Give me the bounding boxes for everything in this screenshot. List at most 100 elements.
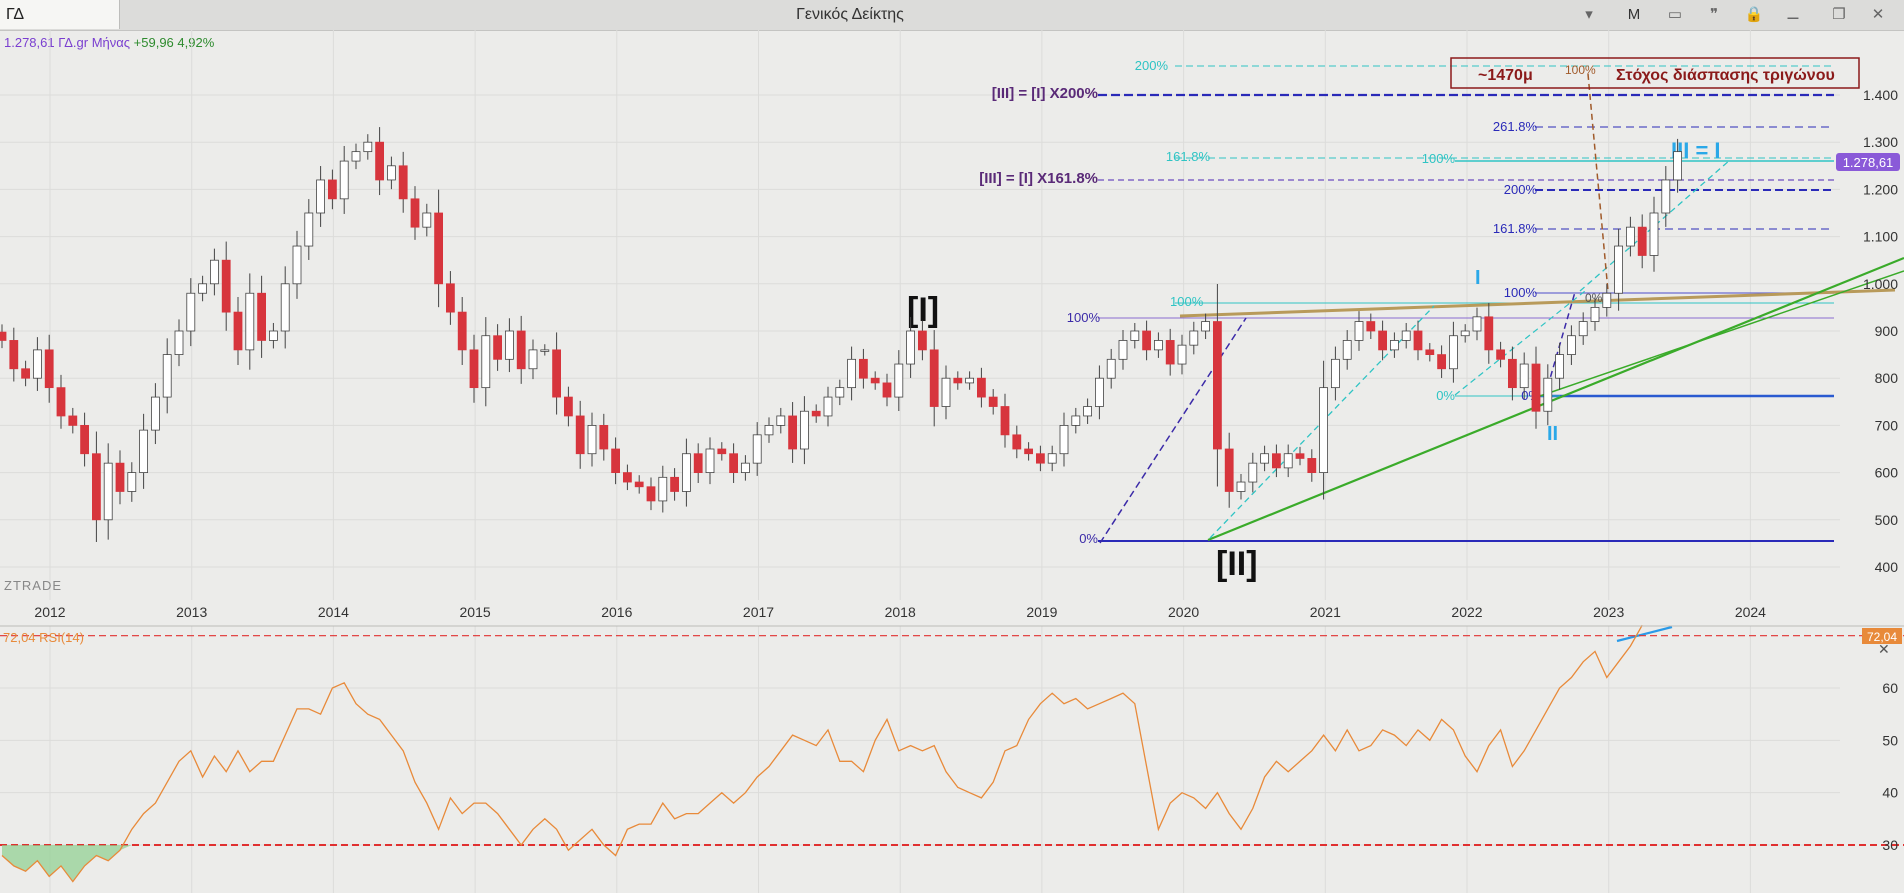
- candle-body: [1484, 316, 1494, 351]
- candle-body: [198, 283, 208, 294]
- candle-body: [339, 160, 349, 200]
- drawings: [I] [II] I II III = I [III] = [I] X200% …: [907, 57, 1904, 643]
- year-tick-label: 2012: [34, 604, 65, 620]
- price-tick-label: 400: [1875, 559, 1899, 575]
- candle-body: [823, 396, 833, 417]
- candle-body: [953, 377, 963, 384]
- year-tick-label: 2015: [460, 604, 491, 620]
- candle-body: [1248, 462, 1258, 483]
- candle-body: [788, 415, 797, 450]
- candle-body: [859, 358, 868, 379]
- proj-200-label: [III] = [I] X200%: [992, 85, 1098, 102]
- candle-body: [316, 179, 326, 214]
- price-tick-label: 900: [1875, 323, 1899, 339]
- triangle-upper-line: [1179, 288, 1896, 318]
- fib-200-label: 200%: [1504, 182, 1538, 197]
- candle-body: [245, 292, 255, 351]
- axes: 400 500 600 700 800 900 1.000 1.100 1.200 1.300 1.…: [34, 87, 1898, 853]
- cyan-200-label: 200%: [1135, 58, 1169, 73]
- candle-body: [1213, 321, 1222, 450]
- candle-body: [150, 396, 160, 431]
- cyan-100-right-label: 100%: [1422, 151, 1456, 166]
- last-price-label: 1.278,61: [1843, 155, 1894, 170]
- price-tick-label: 1.300: [1863, 134, 1898, 150]
- wave-small-I: I: [1475, 267, 1481, 289]
- year-tick-label: 2023: [1593, 604, 1624, 620]
- period-button[interactable]: M: [1627, 6, 1641, 23]
- target-text-label: Στόχος διάσπασης τριγώνου: [1616, 67, 1835, 84]
- candles: [0, 127, 1682, 542]
- candle-body: [33, 349, 42, 379]
- trend-green-line-2: [1539, 270, 1904, 397]
- price-tick-label: 700: [1875, 417, 1899, 433]
- candle-body: [1354, 321, 1364, 341]
- price-tick-label: 1.000: [1863, 276, 1898, 292]
- candle-body: [1142, 330, 1151, 351]
- candle-body: [1390, 340, 1399, 351]
- cyan-dashed-line-2: [1454, 290, 1586, 396]
- candle-body: [268, 330, 278, 341]
- candle-body: [92, 453, 101, 521]
- fib-100-label: 100%: [1504, 285, 1538, 300]
- rsi-trend-line: [1616, 625, 1673, 643]
- candle-body: [21, 368, 31, 379]
- candle-body: [1012, 434, 1022, 450]
- candle-body: [398, 165, 408, 200]
- candle-body: [115, 462, 125, 492]
- candle-body: [1602, 292, 1612, 308]
- candle-body: [68, 415, 78, 426]
- candle-body: [552, 349, 561, 398]
- candle-body: [1555, 354, 1564, 379]
- candle-body: [1626, 226, 1635, 247]
- candle-body: [292, 245, 302, 285]
- candle-body: [1460, 330, 1470, 337]
- candle-body: [127, 472, 137, 492]
- candle-body: [634, 481, 644, 488]
- candle-body: [221, 259, 231, 313]
- candle-body: [1319, 387, 1328, 474]
- year-tick-label: 2024: [1735, 604, 1766, 620]
- candle-body: [1201, 321, 1210, 332]
- candle-body: [1449, 335, 1458, 370]
- candle-body: [528, 349, 538, 370]
- lock-icon[interactable]: 🔒: [1744, 6, 1764, 23]
- year-tick-label: 2021: [1310, 604, 1341, 620]
- rsi-tick-label: 30: [1882, 837, 1898, 853]
- price-tick-label: 1.100: [1863, 229, 1898, 245]
- close-icon[interactable]: ✕: [1878, 641, 1890, 657]
- panel-icon[interactable]: ▭: [1667, 6, 1683, 23]
- candle-body: [1106, 358, 1116, 379]
- symbol-input[interactable]: ΓΔ: [0, 0, 120, 29]
- candle-body: [847, 358, 856, 389]
- candle-body: [988, 396, 998, 407]
- info-price: 1.278,61: [4, 35, 55, 50]
- candle-body: [1071, 415, 1081, 426]
- grid: [0, 30, 1840, 893]
- candle-body: [422, 212, 432, 228]
- trend-green-line: [1207, 256, 1904, 542]
- candle-body: [811, 410, 821, 417]
- chart-area[interactable]: [I] [II] I II III = I [III] = [I] X200% …: [0, 30, 1904, 893]
- last-price-badge: [1836, 153, 1900, 171]
- candle-body: [504, 330, 514, 360]
- candle-body: [1673, 151, 1682, 181]
- candle-body: [717, 448, 727, 455]
- close-icon[interactable]: ✕: [1871, 6, 1885, 23]
- wave-label-II: [II]: [1216, 545, 1258, 583]
- candle-body: [1130, 330, 1140, 341]
- candle-body: [209, 259, 219, 285]
- candle-body: [0, 331, 7, 341]
- restore-icon[interactable]: ❐: [1832, 6, 1846, 23]
- chevron-down-icon[interactable]: ▾: [1585, 6, 1593, 23]
- minimize-icon[interactable]: ⚊: [1786, 6, 1800, 23]
- quote-icon[interactable]: ❞: [1709, 6, 1719, 23]
- candle-body: [705, 448, 715, 474]
- candle-body: [894, 363, 904, 398]
- rsi-value-label: 72,04: [1867, 630, 1897, 644]
- target-100-label: 100%: [1565, 63, 1596, 77]
- candle-body: [363, 141, 373, 153]
- candle-body: [434, 212, 444, 285]
- price-tick-label: 1.200: [1863, 181, 1898, 197]
- left-fib-0-label: 0%: [1079, 531, 1098, 546]
- rsi-tick-label: 40: [1882, 785, 1898, 801]
